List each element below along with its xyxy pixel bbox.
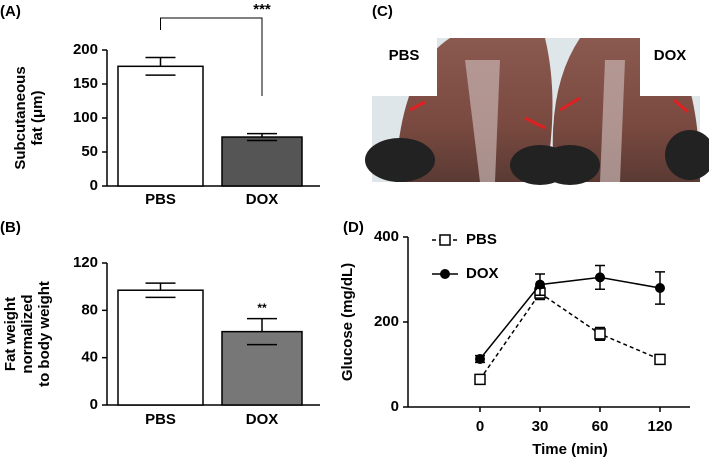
y-tick-label: 150 <box>73 75 98 92</box>
marker <box>474 373 486 386</box>
bar <box>117 289 204 406</box>
x-tick-label: PBS <box>145 191 176 208</box>
y-axis-label: Fat weight <box>2 297 19 371</box>
y-axis-label: normalized <box>19 294 36 373</box>
line <box>479 292 661 380</box>
marker <box>535 279 545 290</box>
bar <box>221 136 303 187</box>
significance-bracket <box>160 17 263 96</box>
x-tick-label: 120 <box>647 418 672 435</box>
photo-fur <box>540 145 600 185</box>
y-tick-label: 80 <box>81 301 98 318</box>
label-box <box>640 38 700 96</box>
x-tick-label: 30 <box>532 418 549 435</box>
legend-marker <box>440 269 450 279</box>
line <box>479 276 661 360</box>
bar <box>221 330 303 406</box>
photo-fur <box>665 130 709 180</box>
y-tick-label: 100 <box>73 109 98 126</box>
marker <box>595 272 605 283</box>
photo: (C) PBS DOX <box>365 3 709 185</box>
marker <box>654 353 666 366</box>
photo-spine <box>600 60 625 182</box>
panel-label: (B) <box>0 219 21 236</box>
legend-marker <box>439 234 451 246</box>
y-tick-label: 0 <box>391 398 399 415</box>
photo-fur <box>365 138 435 182</box>
y-tick-label: 50 <box>81 143 98 160</box>
x-tick-label: PBS <box>145 411 176 428</box>
y-axis-label: to body weight <box>36 281 53 387</box>
y-tick-label: 400 <box>374 228 399 245</box>
photo-spine <box>465 60 500 182</box>
x-axis-label: Time (min) <box>532 441 608 458</box>
y-tick-label: 200 <box>374 313 399 330</box>
marker <box>655 283 665 293</box>
x-tick-label: 60 <box>592 418 609 435</box>
photo-label: DOX <box>654 47 687 64</box>
y-axis-label: Glucose (mg/dL) <box>339 263 356 381</box>
photo-label: PBS <box>389 47 420 64</box>
marker <box>594 328 606 340</box>
annotation: ** <box>257 301 267 315</box>
y-tick-label: 0 <box>90 177 98 194</box>
legend-label: PBS <box>466 231 497 248</box>
y-tick-label: 0 <box>90 396 98 413</box>
y-tick-label: 40 <box>81 349 98 366</box>
x-tick-label: 0 <box>476 418 484 435</box>
x-tick-label: DOX <box>246 411 279 428</box>
y-axis-label: Subcutaneous <box>12 66 29 169</box>
y-axis-label: fat (μm) <box>29 90 46 145</box>
panel-label: (A) <box>0 3 21 20</box>
bar <box>117 65 204 187</box>
annotation: *** <box>253 1 271 18</box>
x-tick-label: DOX <box>246 191 279 208</box>
y-tick-label: 120 <box>73 254 98 271</box>
arrows <box>409 96 689 130</box>
label-box <box>372 38 437 96</box>
marker <box>475 353 485 364</box>
legend-label: DOX <box>466 265 499 282</box>
panel-label: (D) <box>343 219 364 236</box>
panel-label: (C) <box>372 3 393 20</box>
y-tick-label: 200 <box>73 41 98 58</box>
